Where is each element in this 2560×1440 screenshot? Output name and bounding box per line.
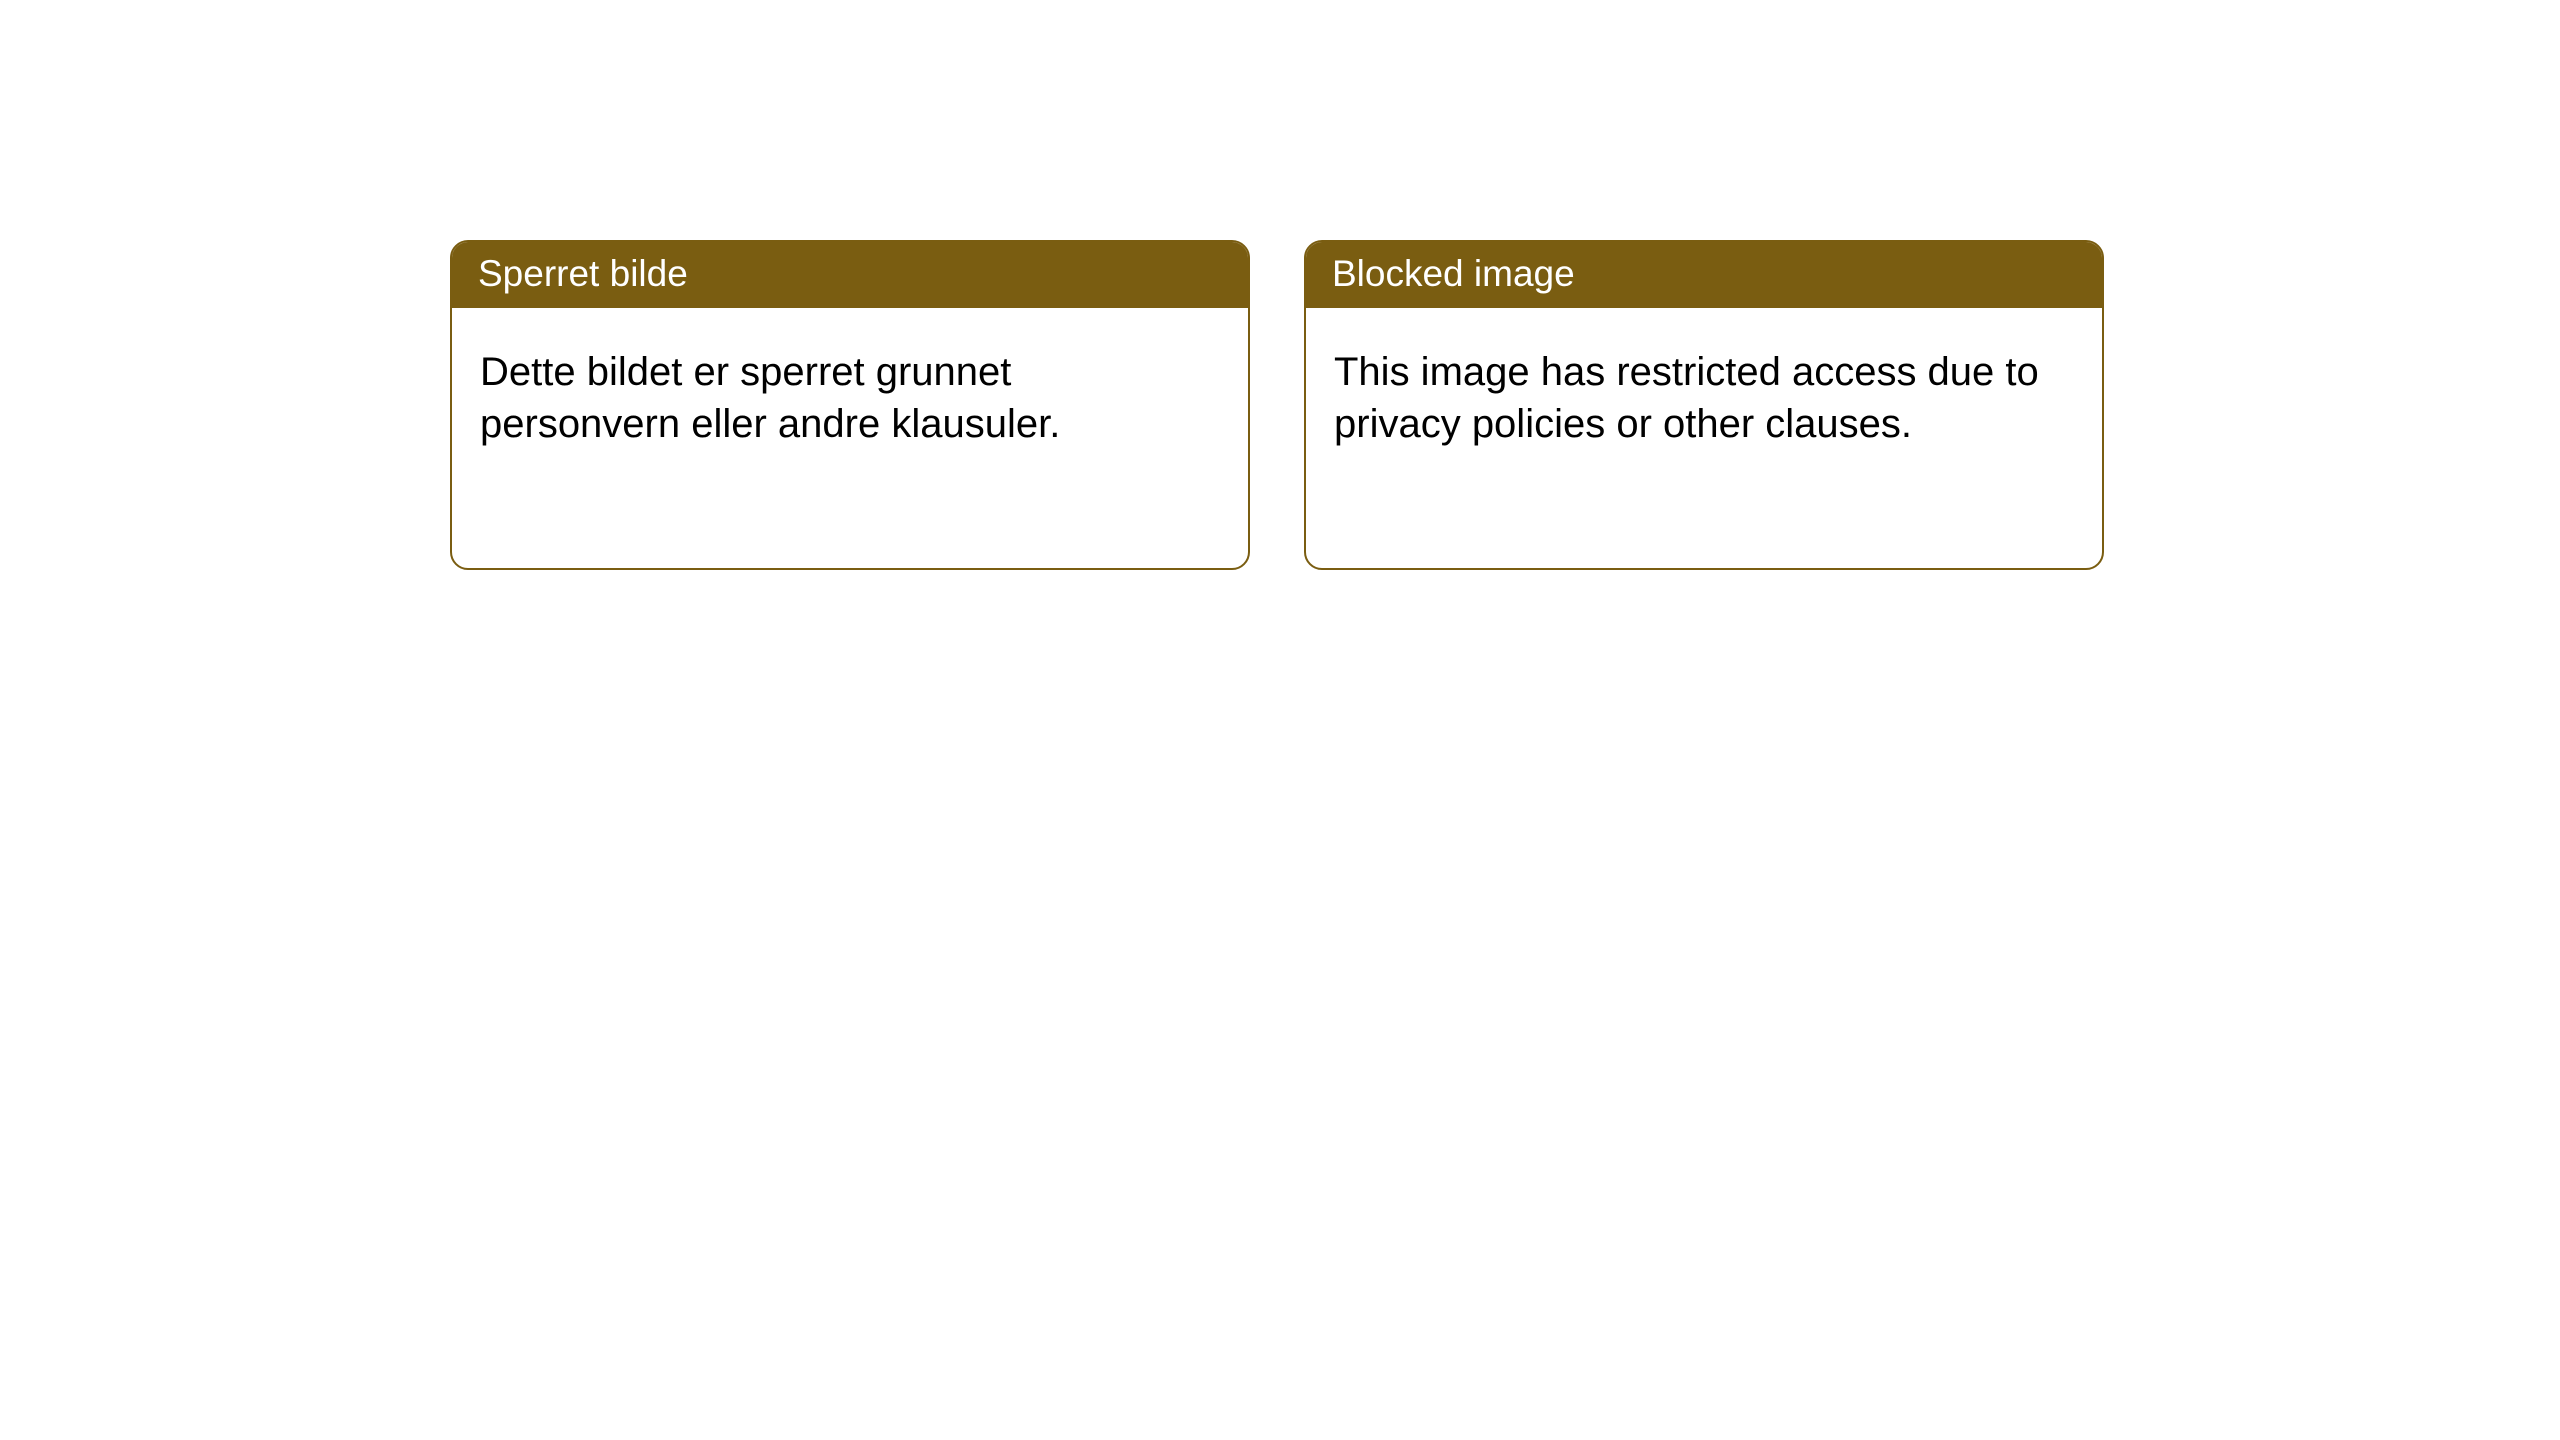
panel-message: This image has restricted access due to …	[1334, 350, 2039, 446]
panel-title: Sperret bilde	[478, 253, 688, 294]
panel-header: Blocked image	[1306, 242, 2102, 308]
panel-body: Dette bildet er sperret grunnet personve…	[452, 308, 1248, 478]
panel-title: Blocked image	[1332, 253, 1575, 294]
panel-body: This image has restricted access due to …	[1306, 308, 2102, 478]
panel-english: Blocked image This image has restricted …	[1304, 240, 2104, 570]
panel-message: Dette bildet er sperret grunnet personve…	[480, 350, 1060, 446]
panels-row: Sperret bilde Dette bildet er sperret gr…	[0, 0, 2560, 570]
panel-norwegian: Sperret bilde Dette bildet er sperret gr…	[450, 240, 1250, 570]
panel-header: Sperret bilde	[452, 242, 1248, 308]
